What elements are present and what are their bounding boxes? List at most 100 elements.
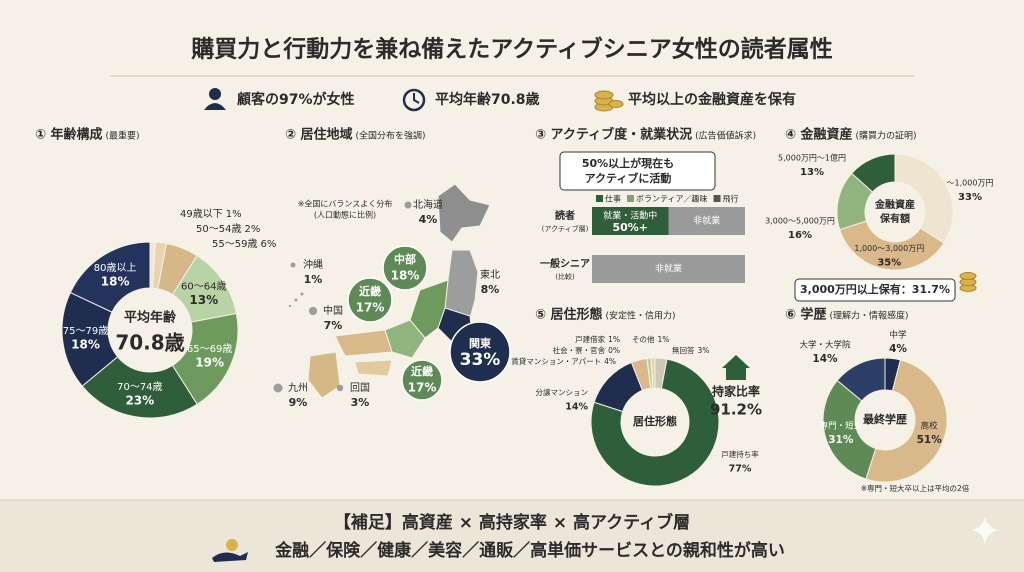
segment-value: 19% bbox=[195, 355, 224, 369]
category-note: (比較) bbox=[555, 272, 575, 281]
segment-label: 中学 bbox=[889, 330, 907, 341]
map-note: ※全国にバランスよく分布 bbox=[298, 199, 393, 209]
legend-label: 飛行 bbox=[723, 194, 739, 204]
legend-label: 仕事 bbox=[605, 194, 621, 204]
segment-value: 2% bbox=[244, 224, 260, 235]
region-value: 17% bbox=[356, 301, 385, 315]
segment-value: 4% bbox=[889, 343, 907, 355]
donut-center: 最終学歴 bbox=[863, 412, 907, 426]
segment-value: 3% bbox=[698, 346, 710, 355]
donut-center: 金融資産 bbox=[874, 198, 915, 211]
chart-note: ※専門・短大卒以上は平均の2倍 bbox=[861, 483, 970, 493]
category-note: (アクティブ層) bbox=[542, 224, 589, 233]
sparkle bbox=[971, 516, 999, 544]
section-subtitle: (安定性・信用力) bbox=[606, 310, 676, 322]
series-label: 非就業 bbox=[655, 263, 682, 275]
donut-segment bbox=[836, 357, 886, 402]
donut-segment bbox=[81, 356, 198, 419]
donut-center: 保有額 bbox=[879, 212, 910, 225]
segment-value: 1% bbox=[658, 335, 670, 344]
segment-label: 社会・寮・官舎 bbox=[553, 345, 606, 355]
section-title: ⑤ 居住形態 bbox=[535, 307, 603, 323]
bar-segment bbox=[592, 255, 745, 283]
segment-value: 33% bbox=[958, 192, 982, 203]
legend-label: ボランティア／趣味 bbox=[636, 194, 708, 204]
section-title: ② 居住地域 bbox=[285, 127, 353, 143]
region-dot bbox=[465, 270, 475, 280]
region-value: 8% bbox=[481, 283, 500, 296]
region-name: 近畿 bbox=[359, 284, 381, 298]
footer-line: 金融／保険／健康／美容／通販／高単価サービスとの親和性が高い bbox=[274, 540, 785, 561]
donut-segment bbox=[839, 220, 945, 271]
section-title: ③ アクティブ度・就業状況 bbox=[535, 127, 692, 143]
section-subtitle: (広告価値訴求) bbox=[695, 130, 756, 142]
bar-segment bbox=[592, 207, 669, 235]
region-value: 18% bbox=[391, 269, 420, 283]
callout-text: アクティブに活動 bbox=[585, 171, 672, 185]
segment-label: 60～64歳 bbox=[181, 280, 226, 292]
region-name: 近畿 bbox=[411, 364, 433, 378]
donut-segment bbox=[69, 241, 151, 313]
segment-label: 高校 bbox=[921, 420, 939, 431]
segment-value: 18% bbox=[101, 275, 130, 289]
segment-value: 23% bbox=[125, 394, 154, 408]
segment-value: 13% bbox=[800, 167, 824, 178]
region-value: 3% bbox=[351, 396, 370, 409]
segment-label: 49歳以下 bbox=[180, 208, 223, 220]
section-title: ⑥ 学歴 bbox=[785, 307, 827, 323]
segment-value: 16% bbox=[788, 230, 812, 241]
legend-swatch bbox=[596, 195, 603, 202]
segment-label: 戸建持ち率 bbox=[721, 449, 759, 459]
category-label: 一般シニア bbox=[540, 257, 590, 270]
segment-label: 戸建借家 bbox=[575, 334, 605, 344]
segment-value: 1% bbox=[608, 335, 620, 344]
hand-coin-icon bbox=[212, 539, 248, 562]
region-value: 7% bbox=[324, 319, 343, 332]
segment-value: 1% bbox=[226, 209, 242, 220]
segment-value: 51% bbox=[917, 434, 943, 446]
section-title: ① 年齢構成 bbox=[35, 127, 103, 143]
region-name: 回国 bbox=[350, 382, 370, 394]
segment-label: 大学・大学院 bbox=[799, 340, 851, 351]
legend-swatch bbox=[627, 195, 634, 202]
region-name: 東北 bbox=[480, 268, 500, 281]
segment-label: 75～79歳 bbox=[63, 325, 108, 337]
region-name: 中国 bbox=[323, 304, 343, 317]
segment-label: 70～74歳 bbox=[117, 381, 162, 393]
segment-label: 50～54歳 bbox=[196, 223, 241, 235]
clock-icon bbox=[402, 88, 426, 112]
donut-segment bbox=[865, 359, 948, 483]
segment-label: 分譲マンション bbox=[536, 387, 589, 397]
region-bubble bbox=[382, 245, 428, 291]
donut-center: 平均年齢 bbox=[124, 310, 177, 326]
section-subtitle: (全国分布を強調) bbox=[356, 130, 426, 142]
segment-value: 14% bbox=[565, 402, 588, 413]
segment-label: 5,000万円～1億円 bbox=[778, 153, 846, 163]
segment-value: 77% bbox=[729, 464, 752, 475]
donut-center: 居住形態 bbox=[633, 414, 677, 428]
region-name: 中部 bbox=[394, 252, 416, 266]
segment-label: 専門・短大 bbox=[820, 420, 863, 431]
region-value: 33% bbox=[460, 350, 501, 370]
segment-value: 35% bbox=[877, 258, 901, 269]
donut-segment bbox=[894, 153, 954, 244]
donut-segment bbox=[650, 357, 656, 389]
segment-value: 0% bbox=[608, 346, 620, 355]
woman-icon bbox=[204, 88, 226, 110]
segment-label: 1,000～3,000万円 bbox=[854, 244, 924, 253]
donut-segment bbox=[851, 153, 896, 193]
main-title: 購買力と行動力を兼ね備えたアクティブシニア女性の読者属性 bbox=[191, 36, 832, 63]
callout-box bbox=[794, 278, 956, 302]
region-value: 17% bbox=[408, 381, 437, 395]
callout-box bbox=[559, 151, 716, 191]
segment-value: 4% bbox=[604, 357, 616, 366]
region-value: 9% bbox=[289, 396, 308, 409]
region-dot bbox=[308, 306, 318, 316]
region-bubble bbox=[401, 359, 443, 401]
region-name: 九州 bbox=[288, 382, 308, 394]
region-dot bbox=[273, 383, 283, 393]
footer-band bbox=[0, 500, 1024, 572]
section-subtitle: (理解力・情報感度) bbox=[830, 310, 909, 322]
callout-text: 3,000万円以上保有：31.7% bbox=[800, 282, 950, 296]
donut-segment bbox=[822, 379, 877, 480]
